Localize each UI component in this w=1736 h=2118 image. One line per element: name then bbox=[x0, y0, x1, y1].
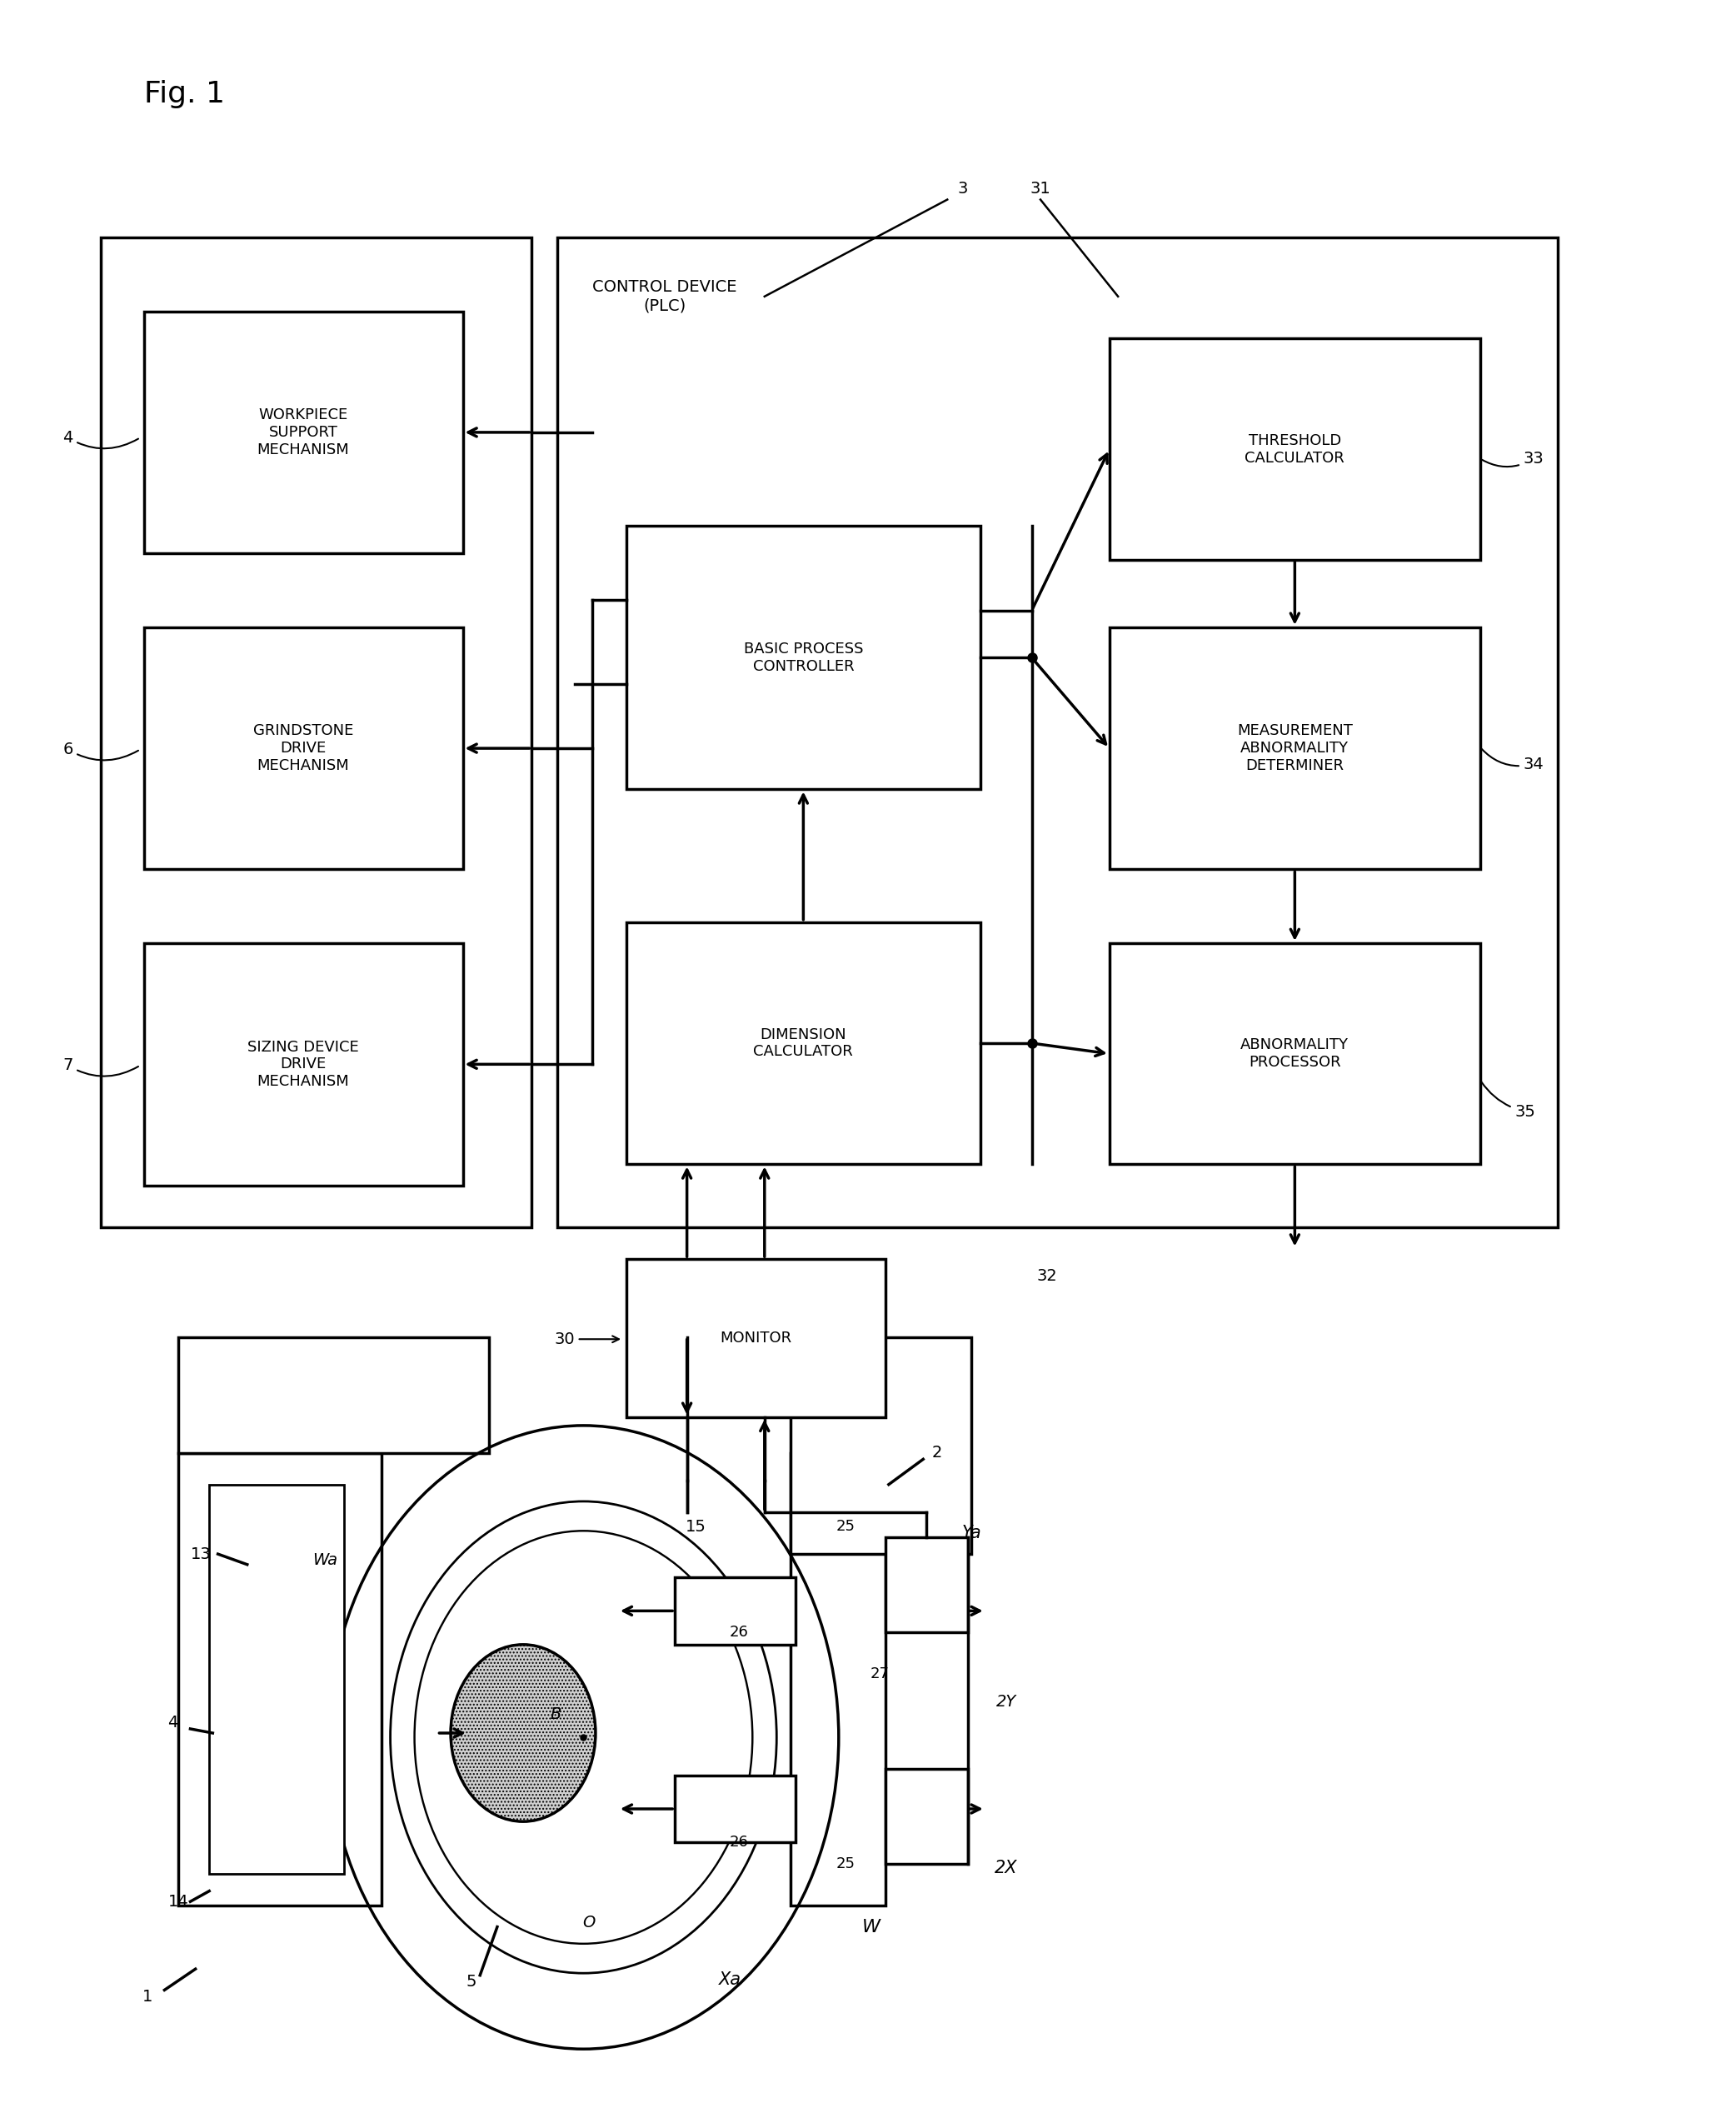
Bar bbox=[885, 1538, 969, 1633]
Text: 1: 1 bbox=[142, 1989, 153, 2004]
Text: 35: 35 bbox=[1481, 1082, 1535, 1120]
Bar bbox=[144, 627, 464, 868]
Text: 5: 5 bbox=[467, 1974, 477, 1989]
Bar bbox=[790, 1453, 885, 1906]
Text: BASIC PROCESS
CONTROLLER: BASIC PROCESS CONTROLLER bbox=[743, 642, 863, 674]
Text: 15: 15 bbox=[686, 1519, 707, 1536]
Text: CONTROL DEVICE
(PLC): CONTROL DEVICE (PLC) bbox=[592, 280, 736, 313]
Bar bbox=[144, 943, 464, 1186]
Text: 34: 34 bbox=[1483, 750, 1543, 773]
Bar bbox=[627, 1258, 885, 1417]
Text: Fig. 1: Fig. 1 bbox=[144, 80, 224, 108]
Text: 31: 31 bbox=[1029, 182, 1050, 197]
Bar bbox=[210, 1485, 344, 1874]
Text: 3: 3 bbox=[958, 182, 969, 197]
Text: WORKPIECE
SUPPORT
MECHANISM: WORKPIECE SUPPORT MECHANISM bbox=[257, 407, 349, 457]
Bar bbox=[675, 1578, 795, 1644]
Bar bbox=[675, 1775, 795, 1843]
Text: THRESHOLD
CALCULATOR: THRESHOLD CALCULATOR bbox=[1245, 432, 1345, 466]
Bar bbox=[627, 921, 981, 1165]
Text: Xa: Xa bbox=[719, 1972, 741, 1989]
Text: ABNORMALITY
PROCESSOR: ABNORMALITY PROCESSOR bbox=[1241, 1038, 1349, 1070]
Circle shape bbox=[451, 1644, 595, 1821]
Text: 32: 32 bbox=[1036, 1269, 1057, 1284]
Bar bbox=[790, 1336, 972, 1555]
Bar bbox=[101, 237, 531, 1228]
Text: Wa: Wa bbox=[312, 1552, 337, 1567]
Text: 26: 26 bbox=[729, 1834, 748, 1851]
Text: 30: 30 bbox=[554, 1332, 618, 1347]
Bar bbox=[885, 1769, 969, 1864]
Text: GRINDSTONE
DRIVE
MECHANISM: GRINDSTONE DRIVE MECHANISM bbox=[253, 724, 354, 773]
Text: Ya: Ya bbox=[962, 1525, 981, 1542]
Text: 2X: 2X bbox=[995, 1860, 1017, 1877]
Bar bbox=[179, 1453, 382, 1906]
Text: 25: 25 bbox=[837, 1519, 856, 1533]
Bar bbox=[1109, 943, 1481, 1165]
Text: 13: 13 bbox=[191, 1546, 212, 1561]
Text: 6: 6 bbox=[62, 741, 139, 760]
Text: MONITOR: MONITOR bbox=[720, 1330, 792, 1345]
Text: 27: 27 bbox=[870, 1667, 889, 1682]
Text: 14: 14 bbox=[168, 1893, 189, 1910]
Text: 7: 7 bbox=[62, 1057, 139, 1076]
Text: MEASUREMENT
ABNORMALITY
DETERMINER: MEASUREMENT ABNORMALITY DETERMINER bbox=[1238, 724, 1352, 773]
Bar bbox=[144, 311, 464, 553]
Text: 2: 2 bbox=[932, 1444, 943, 1461]
Bar bbox=[1109, 339, 1481, 559]
Text: DIMENSION
CALCULATOR: DIMENSION CALCULATOR bbox=[753, 1027, 852, 1059]
Text: O: O bbox=[582, 1915, 595, 1929]
Bar bbox=[179, 1336, 488, 1453]
Text: 25: 25 bbox=[837, 1855, 856, 1870]
Bar bbox=[627, 525, 981, 790]
Text: 2Y: 2Y bbox=[996, 1694, 1016, 1709]
Text: 4: 4 bbox=[168, 1716, 179, 1730]
Text: SIZING DEVICE
DRIVE
MECHANISM: SIZING DEVICE DRIVE MECHANISM bbox=[248, 1040, 359, 1089]
Text: W: W bbox=[863, 1919, 880, 1936]
Text: 26: 26 bbox=[729, 1625, 748, 1639]
Bar bbox=[557, 237, 1557, 1228]
Text: 4: 4 bbox=[62, 430, 139, 449]
Text: B: B bbox=[550, 1707, 561, 1722]
Text: 33: 33 bbox=[1483, 451, 1543, 466]
Bar bbox=[1109, 627, 1481, 868]
